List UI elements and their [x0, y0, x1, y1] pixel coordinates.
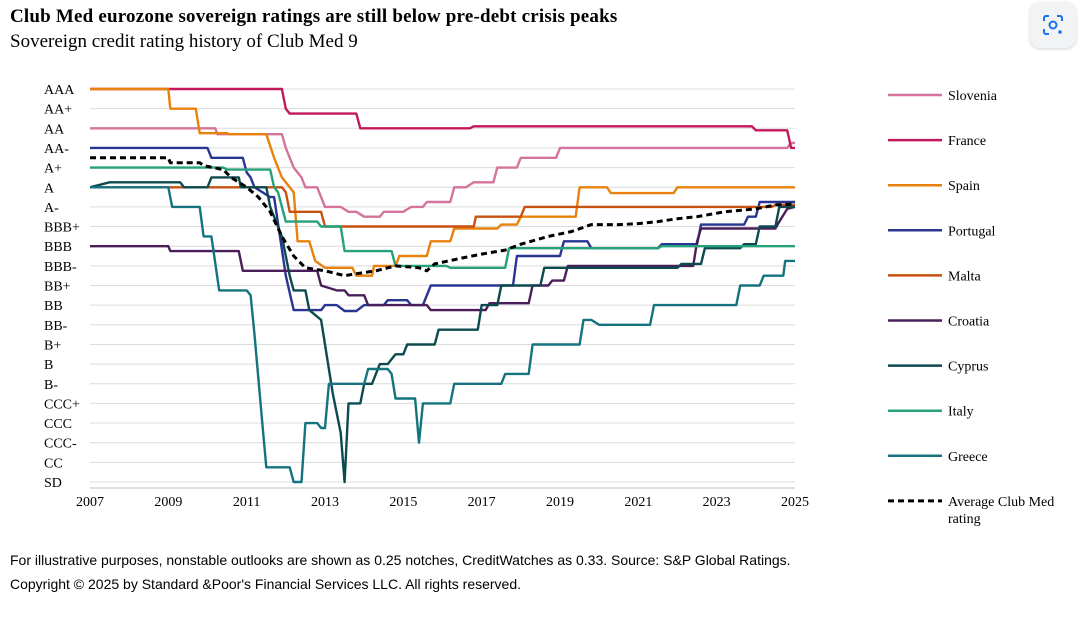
series-line-cyprus [89, 176, 795, 484]
series-line-italy [90, 166, 795, 269]
legend-label: Average Club Med rating [948, 495, 1054, 527]
series-line-spain [90, 87, 795, 277]
x-tick-label: 2013 [311, 495, 339, 510]
legend-label: Croatia [948, 315, 990, 330]
x-tick-label: 2007 [76, 495, 104, 510]
legend-label: Portugal [948, 224, 996, 239]
copyright: Copyright © 2025 by Standard &Poor's Fin… [10, 576, 522, 592]
y-tick-label: B- [44, 378, 58, 393]
chart-subtitle: Sovereign credit rating history of Club … [10, 31, 358, 52]
x-tick-label: 2009 [154, 495, 182, 510]
x-axis-labels: 2007 2009 2011 2013 2015 2017 2019 2021 2023 2025 [76, 495, 809, 510]
legend-label: Spain [948, 179, 980, 194]
y-tick-label: CCC- [44, 437, 77, 452]
series-line-france [90, 87, 795, 150]
y-tick-label: B+ [44, 338, 61, 353]
y-tick-label: BBB [44, 240, 72, 255]
y-tick-label: AA+ [44, 103, 72, 118]
x-tick-label: 2021 [624, 495, 652, 510]
legend-label: France [948, 134, 986, 149]
y-tick-label: BB- [44, 319, 68, 334]
y-tick-label: BB [44, 299, 63, 314]
legend-label: Italy [948, 405, 974, 420]
y-tick-label: A- [44, 201, 59, 216]
y-tick-label: AA- [44, 142, 69, 157]
x-tick-label: 2015 [389, 495, 417, 510]
series-lines [89, 87, 796, 484]
footnote: For illustrative purposes, nonstable out… [10, 552, 791, 568]
x-tick-label: 2017 [468, 495, 496, 510]
x-tick-label: 2025 [781, 495, 809, 510]
series-line-portugal [90, 146, 795, 313]
google-lens-icon [1043, 15, 1063, 35]
y-tick-label: A+ [44, 162, 62, 177]
series-line-croatia [90, 205, 796, 312]
legend-label: Cyprus [948, 360, 988, 375]
y-tick-label: B [44, 358, 53, 373]
y-tick-label: BB+ [44, 280, 71, 295]
legend: Slovenia France Spain Portugal Malta Croatia C… [888, 89, 1054, 527]
y-axis-labels: AAAAA+AAAA-A+AA-BBB+BBBBBB-BB+BBBB-B+BB-… [44, 83, 80, 491]
google-lens-button[interactable] [1030, 2, 1076, 48]
legend-label: Malta [948, 269, 981, 284]
series-line-average-club-med-rating [90, 156, 796, 278]
y-tick-label: A [44, 181, 55, 196]
y-tick-label: BBB+ [44, 221, 80, 236]
x-tick-label: 2019 [546, 495, 574, 510]
series-line-slovenia [90, 127, 795, 218]
legend-label: Greece [948, 450, 988, 465]
y-tick-label: CC [44, 456, 63, 471]
series-line-greece [90, 186, 795, 484]
y-tick-label: AAA [44, 83, 75, 98]
y-tick-label: SD [44, 476, 62, 491]
x-tick-label: 2023 [703, 495, 731, 510]
chart-title: Club Med eurozone sovereign ratings are … [10, 6, 618, 27]
legend-label: Slovenia [948, 89, 998, 104]
x-tick-label: 2011 [233, 495, 260, 510]
y-tick-label: AA [44, 122, 65, 137]
y-tick-label: BBB- [44, 260, 77, 275]
y-tick-label: CCC [44, 417, 72, 432]
y-tick-label: CCC+ [44, 397, 80, 412]
